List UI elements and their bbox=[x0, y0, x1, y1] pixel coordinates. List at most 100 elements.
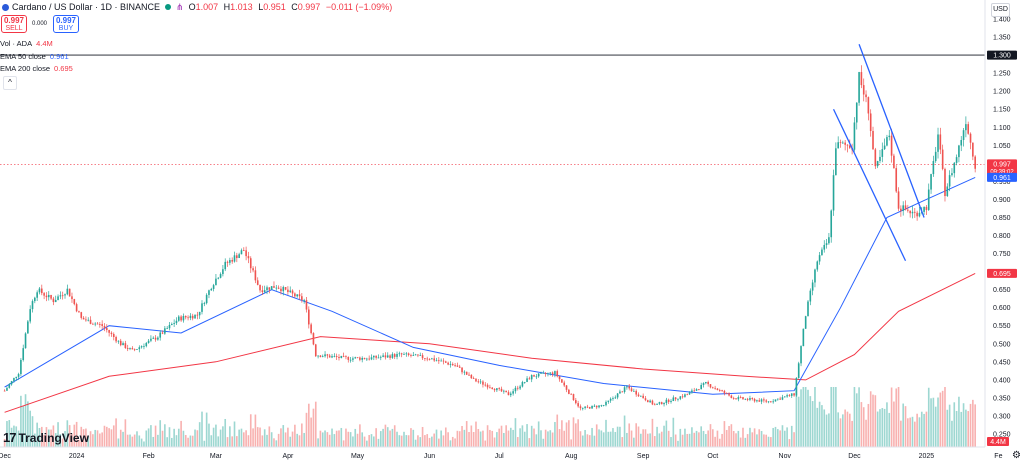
candle-body bbox=[196, 314, 199, 316]
volume-bar bbox=[189, 435, 192, 447]
candle-body bbox=[15, 376, 18, 379]
volume-bar bbox=[953, 402, 956, 447]
volume-bar bbox=[328, 434, 331, 447]
candle-body bbox=[57, 296, 59, 300]
candle-body bbox=[804, 316, 807, 329]
price-tick-label: 1.250 bbox=[993, 71, 1011, 78]
candle-body bbox=[173, 323, 175, 324]
volume-bar bbox=[87, 436, 90, 447]
candle-body bbox=[955, 157, 958, 163]
volume-bar bbox=[879, 409, 881, 447]
candle-body bbox=[818, 255, 821, 262]
price-label-2: 0.695 bbox=[993, 271, 1011, 278]
candle-body bbox=[491, 387, 494, 390]
time-tick-label: Aug bbox=[565, 453, 578, 460]
candle-body bbox=[382, 355, 384, 357]
candle-body bbox=[930, 174, 932, 190]
candle-body bbox=[3, 390, 6, 392]
volume-bar bbox=[456, 430, 459, 447]
volume-bar bbox=[442, 435, 445, 447]
volume-bar bbox=[612, 428, 614, 447]
volume-bar bbox=[96, 430, 99, 447]
candle-body bbox=[832, 175, 835, 211]
candle-body bbox=[946, 186, 949, 197]
candle-body bbox=[99, 323, 101, 325]
ema200-legend[interactable]: EMA 200 close 0.695 bbox=[0, 64, 73, 73]
candle-body bbox=[373, 355, 375, 358]
volume-bar bbox=[36, 422, 38, 447]
candle-body bbox=[944, 168, 946, 197]
sell-button[interactable]: 0.997 SELL bbox=[1, 15, 27, 33]
candle-body bbox=[419, 355, 422, 356]
volume-bar bbox=[303, 432, 305, 447]
candle-body bbox=[716, 388, 719, 391]
volume-bar bbox=[57, 422, 59, 447]
time-axis[interactable]: Dec 2024 Feb Mar Apr May Jun Jul Aug Sep Oct Nov Dec… bbox=[0, 446, 1003, 460]
open-value: 1.007 bbox=[195, 2, 219, 12]
volume-bar bbox=[66, 420, 69, 447]
ema50-legend[interactable]: EMA 50 close 0.961 bbox=[0, 52, 69, 61]
volume-bar bbox=[621, 437, 624, 447]
collapse-legend-chevron-icon[interactable]: ^ bbox=[3, 76, 17, 90]
candle-body bbox=[663, 402, 665, 405]
volume-bar bbox=[40, 426, 43, 447]
buy-button[interactable]: 0.997 BUY bbox=[53, 15, 79, 33]
candle-body bbox=[396, 353, 398, 357]
volume-bar bbox=[907, 418, 909, 447]
candle-body bbox=[828, 237, 830, 244]
candle-body bbox=[869, 113, 872, 132]
volume-bar bbox=[177, 428, 180, 447]
candle-body bbox=[681, 396, 684, 398]
volume-bar bbox=[862, 407, 865, 447]
candle-body bbox=[379, 356, 382, 358]
symbol-title[interactable]: Cardano / US Dollar · 1D · BINANCE bbox=[12, 2, 161, 12]
volume-indicator-legend[interactable]: Vol · ADA 4.4M bbox=[0, 39, 53, 48]
candle-body bbox=[623, 387, 626, 392]
volume-bar bbox=[807, 389, 809, 447]
volume-bar bbox=[468, 432, 470, 447]
volume-bar bbox=[140, 438, 143, 447]
candle-body bbox=[509, 393, 512, 396]
candle-body bbox=[777, 398, 779, 400]
volume-bar bbox=[215, 424, 217, 447]
candle-body bbox=[542, 372, 545, 374]
candle-body bbox=[229, 260, 231, 263]
price-axis[interactable]: 1.400 1.350 1.300 1.250 1.200 1.150 1.100 1.050… bbox=[984, 0, 1011, 447]
volume-bar bbox=[368, 435, 370, 447]
trendlines[interactable] bbox=[832, 44, 925, 262]
price-label-0-bg bbox=[987, 159, 1017, 176]
volume-bar bbox=[814, 387, 816, 447]
candle-body bbox=[31, 301, 34, 310]
candle-body bbox=[972, 142, 974, 157]
candle-body bbox=[960, 140, 963, 146]
share-icon[interactable]: ⋔ bbox=[176, 2, 184, 12]
candle-body bbox=[233, 255, 236, 262]
volume-bar bbox=[934, 406, 937, 447]
volume-bar bbox=[602, 432, 605, 447]
candle-body bbox=[259, 284, 261, 291]
candle-body bbox=[326, 354, 329, 356]
volume-bar bbox=[451, 436, 454, 447]
candle-body bbox=[282, 287, 285, 292]
gear-icon[interactable]: ⚙ bbox=[1012, 450, 1021, 461]
volume-bar bbox=[593, 435, 596, 447]
volume-bar bbox=[642, 429, 644, 447]
candle-body bbox=[674, 397, 677, 400]
volume-bar bbox=[860, 402, 863, 447]
candle-body bbox=[166, 328, 168, 330]
volume-bar bbox=[486, 425, 489, 447]
candle-body bbox=[507, 392, 510, 396]
candle-body bbox=[66, 288, 69, 295]
candle-body bbox=[862, 85, 865, 95]
volume-bar bbox=[844, 409, 846, 447]
candle-body bbox=[607, 400, 610, 402]
volume-bar bbox=[951, 420, 953, 447]
currency-selector[interactable]: USD bbox=[991, 3, 1010, 17]
volume-bar bbox=[686, 433, 689, 447]
volume-bar bbox=[565, 422, 568, 447]
candle-body bbox=[528, 378, 531, 380]
candle-body bbox=[465, 371, 468, 375]
volume-bar bbox=[825, 414, 828, 447]
candle-body bbox=[254, 270, 257, 281]
